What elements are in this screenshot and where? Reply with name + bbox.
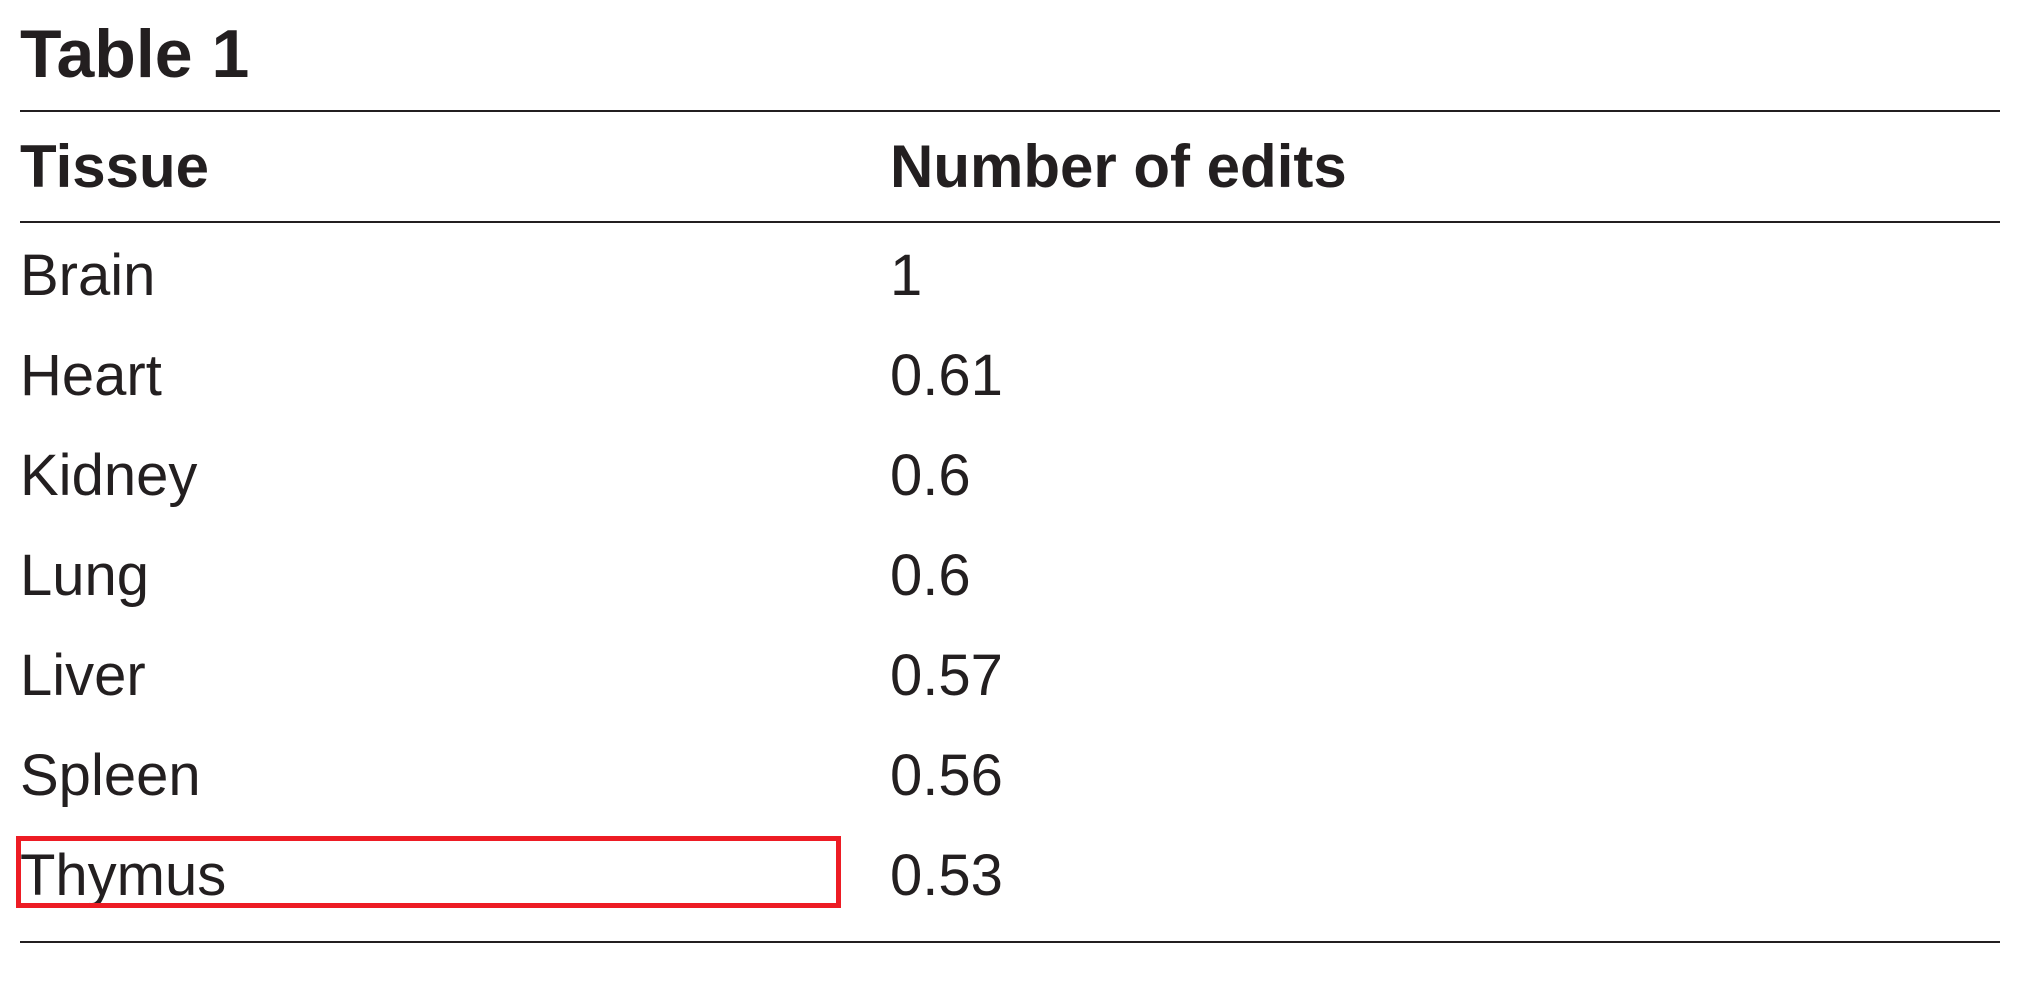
cell-tissue: Spleen [20, 743, 201, 808]
table-row: Thymus 0.53 [20, 826, 2000, 926]
cell-edits: 0.6 [890, 443, 971, 508]
cell-tissue: Thymus [20, 843, 227, 908]
table-row: Liver 0.57 [20, 626, 2000, 726]
header-number-of-edits: Number of edits [890, 133, 1347, 200]
cell-edits: 0.57 [890, 643, 1003, 708]
cell-tissue: Lung [20, 543, 150, 608]
table-row: Brain 1 [20, 226, 2000, 326]
cell-tissue: Liver [20, 643, 146, 708]
table-top-rule [20, 110, 2000, 112]
cell-edits: 0.6 [890, 543, 971, 608]
table-row: Heart 0.61 [20, 326, 2000, 426]
cell-edits: 1 [890, 243, 923, 308]
cell-edits: 0.56 [890, 743, 1003, 808]
table-row: Kidney 0.6 [20, 426, 2000, 526]
cell-edits: 0.61 [890, 343, 1003, 408]
cell-tissue: Brain [20, 243, 156, 308]
table-row: Lung 0.6 [20, 526, 2000, 626]
cell-tissue: Heart [20, 343, 162, 408]
table-row: Spleen 0.56 [20, 726, 2000, 826]
table-bottom-rule [20, 941, 2000, 943]
cell-edits: 0.53 [890, 843, 1003, 908]
header-tissue: Tissue [20, 133, 209, 200]
table-title: Table 1 [20, 16, 250, 92]
table-header-rule [20, 221, 2000, 223]
table-header-row: Tissue Number of edits [20, 127, 2000, 207]
cell-tissue: Kidney [20, 443, 198, 508]
